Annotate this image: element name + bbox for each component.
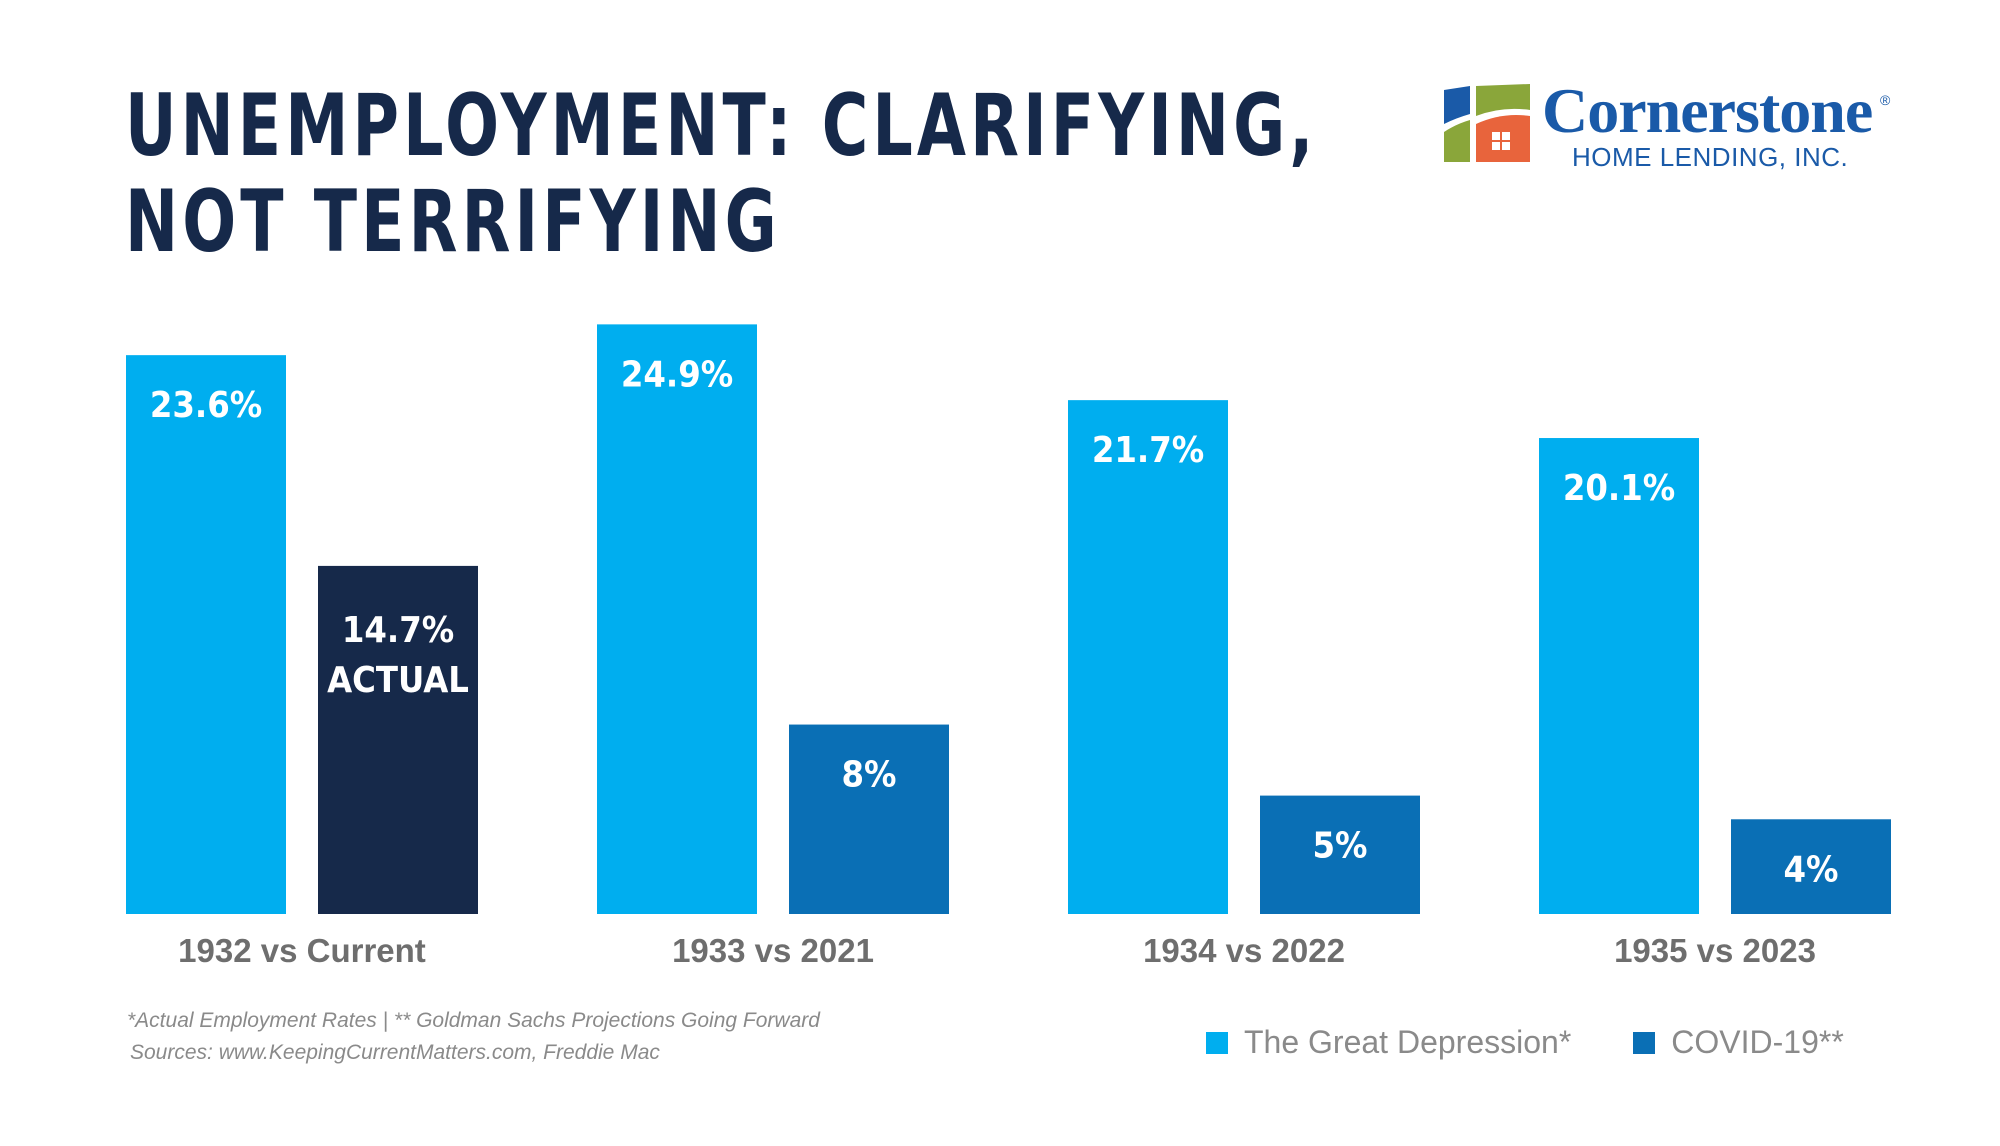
logo-wordmark: Cornerstone [1542,75,1873,146]
bar-label-depression-2: 24.9% [621,354,733,395]
legend-item-depression: The Great Depression* [1206,1024,1571,1061]
chart-title: UNEMPLOYMENT: CLARIFYING, NOT TERRIFYING [125,78,1317,270]
footnote-text: *Actual Employment Rates | ** Goldman Sa… [127,1009,820,1032]
legend-swatch-depression [1206,1031,1228,1054]
house-logo-icon [1444,84,1530,162]
bar-depression-4 [1539,438,1699,914]
bar-covid-3 [1260,795,1420,914]
chart-legend: The Great Depression* COVID-19** [1206,1024,1906,1061]
bar-depression-3 [1068,400,1228,914]
bar-label-covid-3: 5% [1313,826,1368,867]
logo-subtitle: HOME LENDING, INC. [1572,142,1849,172]
bar-label-depression-3: 21.7% [1092,430,1204,471]
bar-covid-4 [1731,819,1891,914]
category-label-2: 1933 vs 2021 [672,932,874,969]
chart-notes: *Actual Employment Rates | ** Goldman Sa… [127,1005,820,1069]
bar-label-depression-4: 20.1% [1563,468,1675,509]
title-line-2: NOT TERRIFYING [125,172,781,272]
category-label-4: 1935 vs 2023 [1614,932,1816,969]
legend-item-covid: COVID-19** [1633,1024,1844,1061]
title-line-1: UNEMPLOYMENT: CLARIFYING, [125,76,1318,176]
category-label-3: 1934 vs 2022 [1143,932,1345,969]
bar-covid-1 [318,565,478,914]
category-label-1: 1932 vs Current [178,932,426,969]
bar-label-depression-1: 23.6% [150,385,262,426]
legend-swatch-covid [1633,1031,1656,1054]
logo-registered-mark: ® [1880,92,1891,108]
bar-depression-1 [126,355,286,915]
bar-label-covid-4: 4% [1784,849,1839,890]
bar-label-covid-1: 14.7% [342,610,454,651]
bar-covid-2 [789,724,949,914]
legend-label-covid: COVID-19** [1671,1024,1844,1060]
cornerstone-logo: Cornerstone ® HOME LENDING, INC. [1442,75,1902,174]
legend-label-depression: The Great Depression* [1244,1024,1572,1060]
bar-depression-2 [597,324,757,914]
bar-label-covid-2: 8% [842,755,897,796]
bar-sublabel-covid-1: ACTUAL [327,660,469,701]
sources-text: Sources: www.KeepingCurrentMatters.com, … [130,1041,660,1064]
